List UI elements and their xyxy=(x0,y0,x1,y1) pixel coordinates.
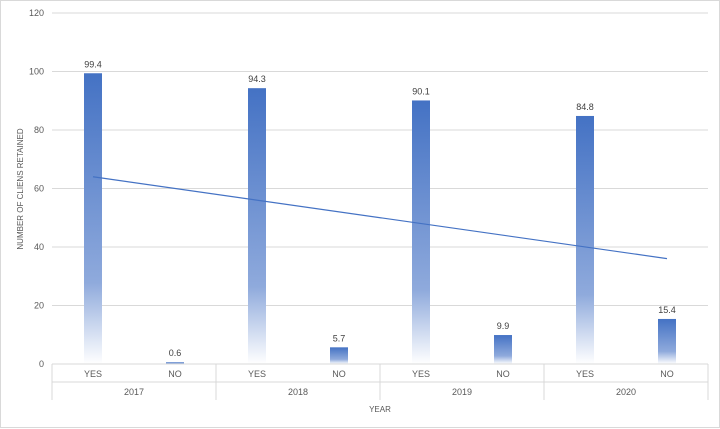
x-group-label: 2018 xyxy=(288,387,308,397)
bar-2017-no xyxy=(166,362,184,364)
data-label: 99.4 xyxy=(84,59,102,69)
data-label: 90.1 xyxy=(412,86,430,96)
y-tick-label: 80 xyxy=(34,125,44,135)
bar-2020-no xyxy=(658,318,676,364)
y-axis-title: NUMBER OF CLIENS RETAINED xyxy=(16,128,25,249)
y-tick-label: 100 xyxy=(29,67,44,77)
data-label: 9.9 xyxy=(497,321,510,331)
bar-2018-no xyxy=(330,347,348,364)
data-label: 0.6 xyxy=(169,348,182,358)
bar-2019-no xyxy=(494,335,512,364)
x-category-label: NO xyxy=(660,369,674,379)
x-category-label: NO xyxy=(496,369,510,379)
x-category-label: YES xyxy=(576,369,594,379)
x-category-label: YES xyxy=(412,369,430,379)
y-tick-label: 120 xyxy=(29,8,44,18)
trendline-linear xyxy=(92,176,668,260)
y-tick-label: 60 xyxy=(34,184,44,194)
x-category-label: YES xyxy=(84,369,102,379)
data-label: 15.4 xyxy=(658,305,676,315)
bar-2019-yes xyxy=(412,100,430,365)
x-group-label: 2019 xyxy=(452,387,472,397)
x-axis-title: YEAR xyxy=(369,405,391,414)
x-axis: YES NO 2017 YES NO 2018 YES NO 2019 YES NO 2020 xyxy=(51,363,709,400)
bar-2017-yes xyxy=(84,73,102,364)
data-label: 94.3 xyxy=(248,74,266,84)
trendline xyxy=(92,176,668,260)
bars xyxy=(84,73,676,365)
bar-2020-yes xyxy=(576,115,594,365)
x-category-label: NO xyxy=(332,369,346,379)
x-category-label: NO xyxy=(168,369,182,379)
x-group-label: 2017 xyxy=(124,387,144,397)
x-group-label: 2020 xyxy=(616,387,636,397)
y-tick-label: 20 xyxy=(34,301,44,311)
data-label: 5.7 xyxy=(333,333,346,343)
gridlines xyxy=(52,12,708,306)
y-axis: 0 20 40 60 80 100 120 xyxy=(29,8,44,369)
data-label: 84.8 xyxy=(576,102,594,112)
y-tick-label: 0 xyxy=(39,359,44,369)
data-labels: 99.4 0.6 94.3 5.7 90.1 9.9 84.8 15.4 xyxy=(84,59,676,358)
bar-2018-yes xyxy=(248,88,266,365)
x-category-label: YES xyxy=(248,369,266,379)
y-tick-label: 40 xyxy=(34,242,44,252)
